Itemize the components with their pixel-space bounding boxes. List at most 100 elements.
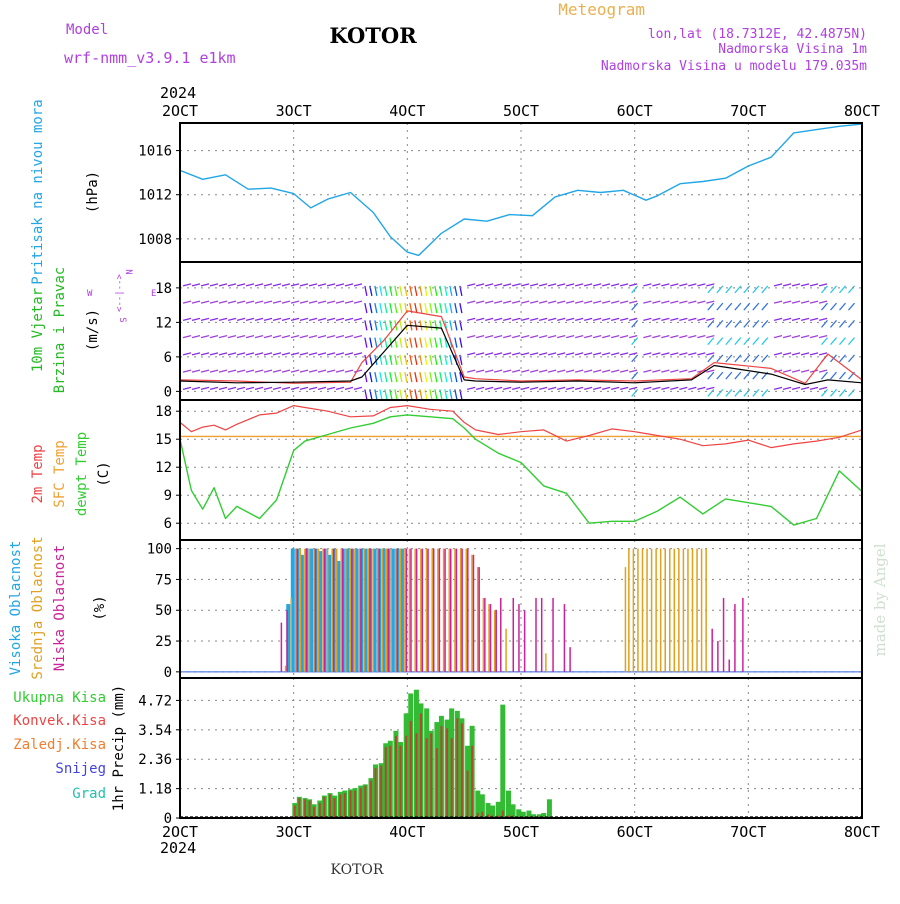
wind-barb (820, 371, 828, 380)
cloud-bar (326, 548, 329, 672)
wind-barb (467, 300, 476, 304)
wind-barb (557, 283, 566, 287)
precip-bar-total (500, 704, 506, 818)
cloud-bar (696, 548, 698, 672)
pressure-label: Pritisak na nivou mora (30, 99, 46, 284)
wind-barb (263, 317, 273, 322)
y-tick-label: 6 (164, 350, 172, 366)
cloud-bar (427, 548, 429, 672)
wind-barb (838, 371, 846, 380)
wind-barb (620, 386, 629, 391)
wind-barb (263, 300, 273, 304)
wind-barb (476, 300, 485, 304)
precip-bar-convective (471, 745, 474, 818)
cloud-bar (378, 548, 380, 672)
wind-barb (449, 320, 453, 331)
wind-barb (818, 300, 828, 304)
wind-barb (344, 386, 354, 391)
wind-barb (209, 386, 219, 391)
wind-barb (818, 317, 828, 322)
cloud-bar (323, 548, 326, 672)
wind-barb (512, 317, 521, 322)
wind-barb (503, 352, 512, 356)
wind-barb (631, 319, 639, 328)
wind-barb (494, 317, 503, 322)
wind-barb (743, 388, 751, 397)
wind-barb (439, 337, 443, 348)
panel-frame (179, 677, 863, 819)
wind-barb (773, 300, 783, 304)
precip-bar-convective (333, 798, 336, 818)
temp-axis: 6 9 12 15 18 (155, 404, 862, 532)
wind-barb (409, 337, 413, 348)
precip-bar-convective (399, 745, 402, 818)
wind-barb (818, 352, 828, 356)
cloud-bar (628, 548, 630, 672)
cloud-bar (331, 548, 333, 672)
wind-barb (575, 369, 584, 373)
wind-barb (602, 352, 611, 356)
wind-barb (548, 300, 557, 304)
wind-barb (557, 300, 566, 304)
cloud-bar (495, 610, 497, 672)
wind-barb (661, 300, 670, 304)
wind-barb (374, 285, 378, 297)
legend-grad: Grad (72, 786, 106, 802)
wind-barb (512, 300, 521, 304)
wind-barb (236, 300, 246, 304)
wind-barb (200, 369, 210, 373)
wind-barb (429, 354, 433, 366)
compass-north: N (123, 269, 133, 274)
wind-barb (335, 334, 345, 339)
wind-barb (434, 285, 438, 297)
precip-bar-total (505, 790, 511, 818)
wind-barb (593, 386, 602, 391)
wind-barb (263, 352, 273, 356)
wind-barb (353, 283, 363, 287)
precip-bar-convective (384, 747, 387, 818)
wind-barb (429, 285, 433, 297)
wind-barb (434, 354, 438, 366)
wind-barb (800, 300, 810, 304)
wind-barb (245, 334, 255, 339)
wind-barb (670, 386, 679, 391)
wind-barb (800, 283, 810, 287)
wind-barb (800, 334, 810, 339)
cloud-bar (552, 597, 554, 672)
wind-barb (539, 317, 548, 322)
wind-barb (344, 300, 354, 304)
wind-barb (200, 300, 210, 304)
wind-barb (272, 317, 282, 322)
wind-barb (414, 285, 418, 297)
wind-label-1: 10m Vjetar (30, 288, 46, 372)
wind-barb (743, 319, 751, 328)
wind-barb (299, 283, 309, 287)
wind-barb (317, 386, 327, 391)
cloud-bar (448, 548, 451, 672)
wind-barb (512, 386, 521, 391)
wind-barb (643, 334, 652, 339)
wind-barb (679, 386, 688, 391)
wind-barb (707, 354, 715, 363)
wind-barb (593, 334, 602, 339)
model-elevation-label: Nadmorska Visina u modelu 179.035m (601, 59, 867, 74)
top-tick-label: 8OCT (844, 102, 880, 120)
wind-barb (752, 388, 760, 397)
wind-barb (236, 352, 246, 356)
wind-barb (182, 334, 192, 339)
cloud-bar (296, 548, 299, 672)
wind-barb (409, 285, 413, 297)
wind-barb (454, 371, 458, 383)
pressure-line (179, 123, 863, 257)
cloud-bar (336, 560, 341, 672)
wind-barb (512, 283, 521, 287)
wind-barb (566, 300, 575, 304)
cloud-bar (372, 548, 377, 672)
wind-barb (791, 386, 801, 391)
wind-barb (773, 352, 783, 356)
wind-barb (629, 352, 638, 356)
wind-barb (629, 283, 638, 287)
wind-barb (734, 319, 742, 328)
cloud-bar (363, 548, 365, 672)
precip-bar-convective (323, 796, 326, 818)
